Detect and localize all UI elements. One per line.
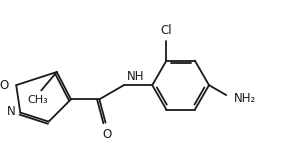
Text: N: N: [6, 105, 15, 118]
Text: NH₂: NH₂: [234, 92, 257, 105]
Text: O: O: [102, 128, 111, 141]
Text: NH: NH: [127, 70, 144, 83]
Text: Cl: Cl: [161, 24, 172, 37]
Text: O: O: [0, 79, 9, 92]
Text: CH₃: CH₃: [28, 95, 49, 105]
